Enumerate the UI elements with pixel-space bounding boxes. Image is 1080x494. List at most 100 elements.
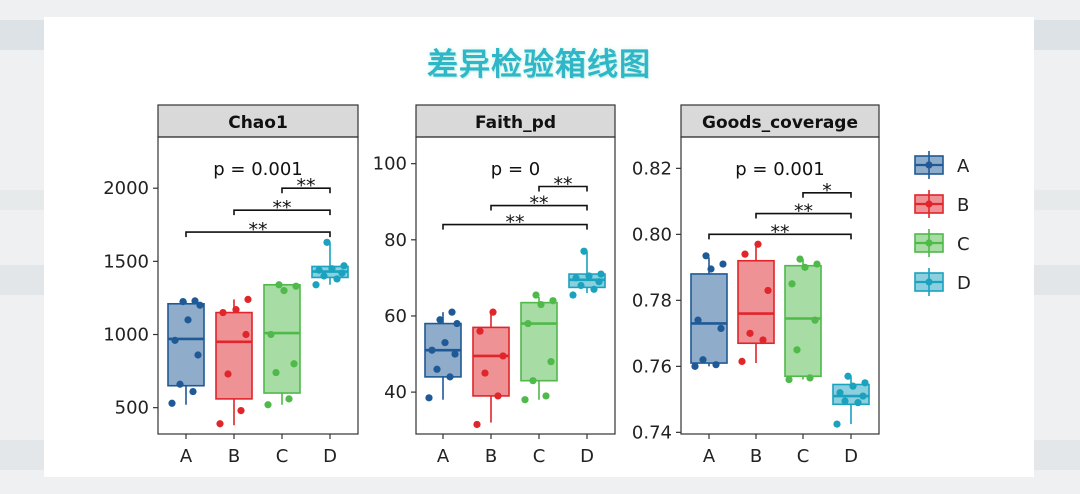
data-point-d [577, 281, 585, 290]
data-point-b [219, 308, 227, 317]
data-point-c [292, 282, 300, 290]
data-point-c [280, 287, 288, 295]
data-point-c [275, 281, 283, 289]
data-point-a [717, 324, 725, 332]
legend-label: C [957, 234, 970, 255]
y-tick-label: 0.78 [632, 290, 672, 311]
data-point-a [451, 350, 459, 358]
data-point-d [315, 266, 323, 274]
data-point-c [811, 316, 819, 324]
x-tick-label: D [580, 446, 594, 467]
data-point-b [232, 306, 240, 314]
significance-label: ** [506, 212, 525, 234]
box-b [737, 244, 775, 364]
data-point-b [224, 370, 232, 378]
box-iqr [215, 311, 253, 400]
panel-border [415, 136, 616, 435]
data-point-d [595, 278, 603, 286]
data-point-a [712, 361, 720, 369]
significance-label: ** [249, 219, 268, 241]
data-point-a [691, 362, 699, 370]
data-point-d [323, 238, 331, 246]
data-point-d [338, 269, 346, 277]
data-point-b [494, 392, 502, 400]
data-point-d [833, 420, 841, 428]
data-point-a [168, 399, 176, 407]
data-point-c [524, 319, 532, 328]
data-point-c [806, 374, 814, 382]
data-point-a [702, 252, 710, 260]
data-point-a [707, 265, 715, 273]
panel-strip [680, 104, 880, 138]
data-point-c [796, 255, 804, 263]
data-point-d [333, 275, 341, 283]
data-point-a [189, 387, 197, 396]
data-point-a [446, 373, 454, 381]
data-point-d [841, 397, 849, 405]
data-point-b [741, 250, 749, 258]
box-b [472, 312, 510, 423]
panel-title: Chao1 [228, 113, 288, 133]
data-point-a [171, 336, 179, 344]
legend-point [925, 200, 933, 208]
data-point-c [547, 358, 555, 366]
data-point-b [476, 327, 484, 335]
data-point-b [242, 330, 250, 339]
data-point-c [272, 368, 280, 377]
significance-bracket [233, 209, 331, 216]
significance-bracket [281, 187, 331, 194]
box-iqr [263, 283, 301, 394]
significance-label: ** [530, 193, 549, 215]
data-point-a [194, 351, 202, 359]
data-point-a [453, 319, 461, 328]
p-value-label: p = 0.001 [213, 159, 302, 180]
box-iqr [737, 259, 775, 345]
legend-point [925, 161, 933, 169]
y-tick-label: 500 [115, 398, 149, 419]
data-point-d [585, 272, 593, 280]
data-point-c [529, 377, 537, 385]
y-tick-label: 60 [384, 306, 407, 327]
x-tick-label: A [180, 446, 193, 467]
x-tick-label: A [703, 446, 716, 467]
data-point-d [854, 399, 862, 407]
data-point-a [428, 346, 436, 354]
data-point-b [244, 295, 252, 303]
data-point-a [179, 297, 187, 306]
y-tick-label: 2000 [103, 178, 149, 199]
significance-label: ** [554, 174, 573, 196]
x-tick-label: C [533, 446, 546, 467]
box-c [263, 283, 301, 405]
data-point-d [328, 265, 336, 273]
data-point-b [237, 406, 245, 415]
data-point-c [537, 300, 545, 309]
x-tick-label: D [323, 446, 337, 467]
data-point-b [499, 352, 507, 360]
data-point-b [481, 369, 489, 377]
data-point-a [448, 308, 456, 316]
data-point-d [836, 389, 844, 397]
y-tick-label: 0.80 [632, 224, 672, 245]
x-tick-label: D [844, 446, 858, 467]
x-tick-label: B [228, 446, 240, 467]
y-tick-label: 1000 [103, 325, 149, 346]
data-point-d [572, 274, 580, 282]
data-point-c [285, 395, 293, 403]
x-tick-label: C [276, 446, 289, 467]
significance-bracket [442, 223, 588, 230]
panel-title: Goods_coverage [702, 113, 858, 133]
data-point-c [793, 346, 801, 354]
data-point-d [597, 270, 605, 278]
x-tick-label: A [437, 446, 450, 467]
box-iqr [520, 301, 558, 382]
data-point-b [738, 357, 746, 365]
data-point-a [191, 297, 199, 305]
y-tick-label: 100 [373, 154, 407, 175]
data-point-c [788, 280, 796, 288]
significance-label: ** [771, 221, 790, 243]
data-point-d [580, 247, 588, 255]
page-title: 差异检验箱线图 [427, 47, 651, 83]
